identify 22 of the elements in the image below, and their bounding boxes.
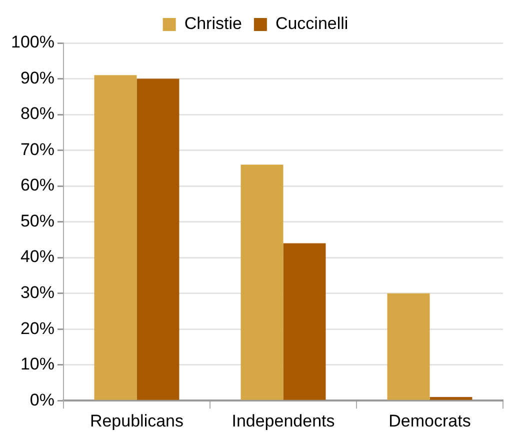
y-tick-label: 60% [20, 176, 54, 195]
y-tick-label: 80% [20, 104, 54, 124]
y-tick-label: 20% [20, 318, 54, 338]
y-tick-label: 50% [20, 211, 54, 230]
bar [136, 78, 180, 400]
y-tick-label: 0% [30, 390, 54, 410]
bar [387, 293, 430, 400]
x-tick-label: Democrats [388, 411, 471, 430]
y-tick-label: 100% [10, 32, 54, 52]
y-tick-label: 40% [20, 247, 54, 266]
y-tick-label: 70% [20, 140, 54, 159]
x-tick-label: Republicans [90, 411, 184, 430]
bar [94, 75, 137, 400]
bar [430, 397, 472, 400]
y-tick-label: 10% [20, 354, 54, 374]
legend-label: Cuccinelli [275, 14, 348, 34]
bar [283, 243, 326, 400]
bar [240, 164, 284, 400]
y-tick-label: 90% [20, 68, 54, 88]
legend-label: Christie [184, 14, 242, 34]
x-tick-label: Independents [232, 411, 335, 430]
y-tick-label: 30% [20, 283, 54, 302]
